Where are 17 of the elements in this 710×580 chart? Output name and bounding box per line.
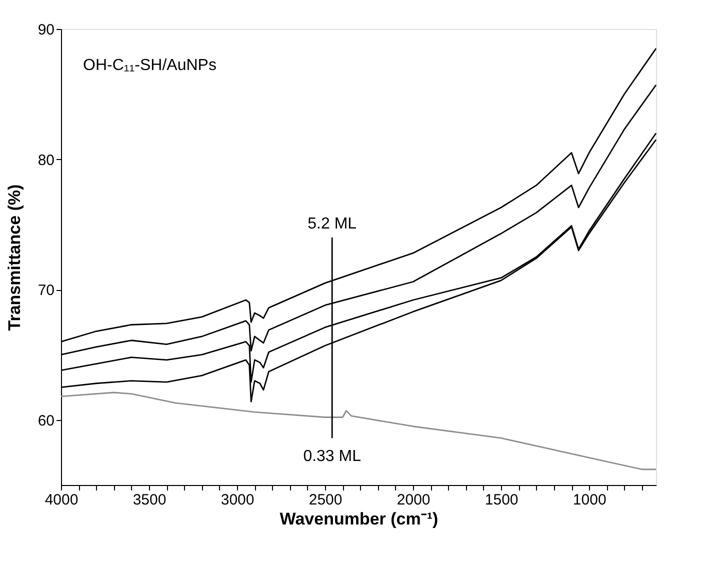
x-tick-label: 3500 bbox=[132, 492, 166, 508]
x-tick-label: 2000 bbox=[396, 492, 430, 508]
y-tick-label: 70 bbox=[38, 282, 54, 300]
annotation: OH-C₁₁-SH/AuNPs bbox=[83, 57, 216, 74]
x-tick-label: 1000 bbox=[572, 492, 606, 508]
y-tick-label: 90 bbox=[38, 22, 54, 38]
x-tick-label: 1500 bbox=[484, 492, 518, 508]
y-axis-title: Transmittance (%) bbox=[4, 184, 24, 331]
annotation: 5.2 ML bbox=[308, 215, 357, 232]
y-tick-label: 80 bbox=[38, 152, 54, 169]
line-series bbox=[60, 392, 657, 470]
y-tick-label: 60 bbox=[38, 412, 54, 430]
x-tick-label: 4000 bbox=[44, 492, 78, 508]
x-tick-label: 2500 bbox=[308, 492, 342, 508]
x-tick-label: 3000 bbox=[220, 492, 254, 508]
annotation: 0.33 ML bbox=[303, 448, 362, 466]
x-axis-title: Wavenumber (cm⁻¹) bbox=[280, 510, 438, 528]
